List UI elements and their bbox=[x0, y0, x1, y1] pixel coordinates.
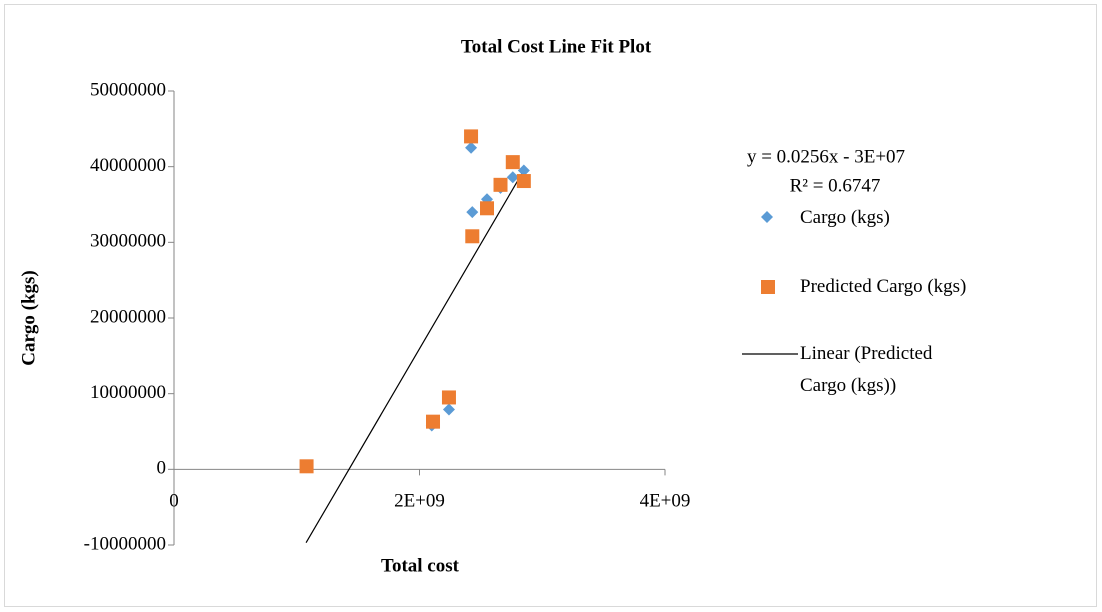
chart-border bbox=[4, 4, 1097, 607]
y-axis-label: Cargo (kgs) bbox=[18, 270, 39, 366]
point bbox=[441, 390, 456, 405]
point bbox=[480, 201, 495, 216]
point bbox=[442, 403, 455, 416]
trend-equation: y = 0.0256x - 3E+07 bbox=[747, 146, 905, 167]
point bbox=[516, 174, 531, 189]
point bbox=[465, 141, 478, 154]
legend-label: Linear (Predicted Cargo (kgs)) bbox=[800, 343, 933, 396]
y-tick-label: 0 bbox=[157, 458, 167, 479]
point bbox=[506, 171, 519, 184]
legend-label: Cargo (kgs) bbox=[800, 207, 890, 228]
point bbox=[466, 206, 479, 219]
point bbox=[465, 229, 480, 244]
x-tick-label: 2E+09 bbox=[394, 491, 445, 512]
x-tick-label: 0 bbox=[169, 491, 179, 512]
legend-label: Predicted Cargo (kgs) bbox=[800, 276, 967, 297]
point bbox=[505, 155, 520, 170]
point bbox=[299, 459, 314, 474]
y-tick-label: -10000000 bbox=[84, 533, 166, 554]
r-squared: R² = 0.6747 bbox=[790, 175, 881, 196]
trendline bbox=[305, 167, 526, 544]
legend-marker bbox=[761, 211, 773, 223]
y-tick-label: 20000000 bbox=[90, 306, 166, 327]
point bbox=[493, 177, 508, 192]
point bbox=[517, 164, 530, 177]
chart-title: Total Cost Line Fit Plot bbox=[461, 36, 652, 57]
y-tick-label: 40000000 bbox=[90, 155, 166, 176]
x-tick-label: 4E+09 bbox=[640, 491, 691, 512]
y-tick-label: 10000000 bbox=[90, 382, 166, 403]
x-axis-label: Total cost bbox=[381, 555, 460, 576]
y-tick-label: 50000000 bbox=[90, 79, 166, 100]
legend-marker bbox=[761, 280, 775, 294]
point bbox=[426, 414, 441, 429]
y-tick-label: 30000000 bbox=[90, 231, 166, 252]
point bbox=[464, 129, 479, 144]
